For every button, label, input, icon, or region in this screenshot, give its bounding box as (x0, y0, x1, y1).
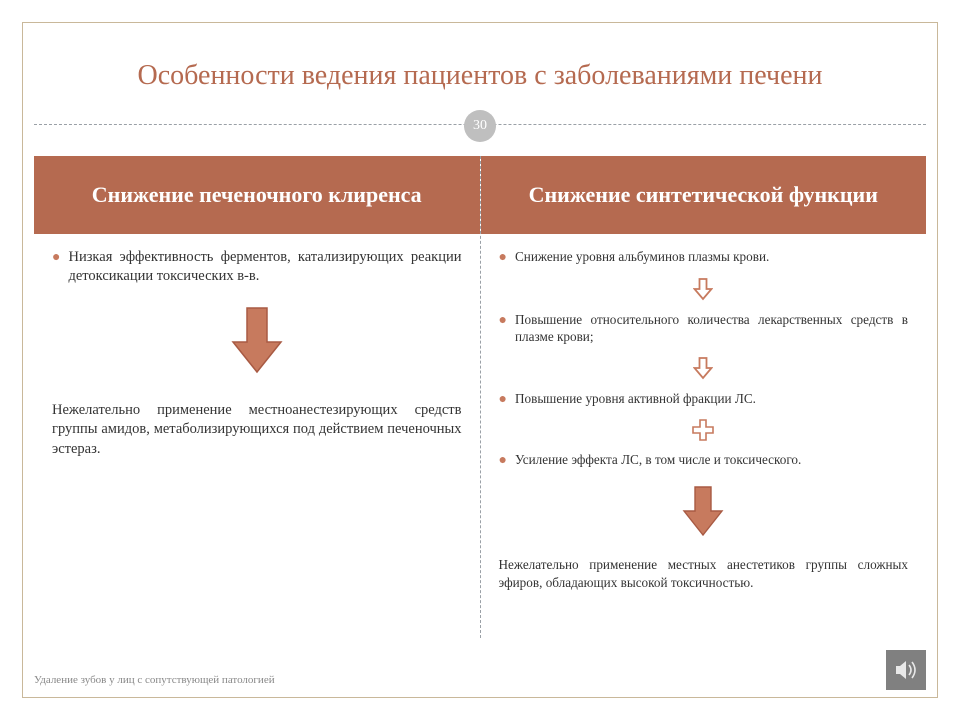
down-arrow-icon (693, 277, 713, 305)
bullet-text: Усиление эффекта ЛС, в том числе и токси… (515, 451, 908, 470)
bullet-icon: ● (499, 452, 507, 470)
column-right-body: ● Снижение уровня альбуминов плазмы кров… (481, 234, 927, 638)
bullet-text: Низкая эффективность ферментов, катализи… (68, 248, 461, 286)
list-item: ● Снижение уровня альбуминов плазмы кров… (499, 248, 909, 267)
bullet-text: Повышение уровня активной фракции ЛС. (515, 390, 908, 409)
bullet-icon: ● (499, 249, 507, 267)
list-item: ● Повышение уровня активной фракции ЛС. (499, 390, 909, 409)
column-left-conclusion: Нежелательно применение местноанестезиру… (52, 401, 462, 460)
bullet-icon: ● (499, 391, 507, 409)
column-right-header: Снижение синтетической функции (481, 156, 927, 234)
slide-number-badge: 30 (464, 110, 496, 142)
down-arrow-icon (679, 484, 727, 542)
list-item: ● Повышение относительного количества ле… (499, 311, 909, 345)
down-arrow-icon (227, 304, 287, 381)
slide-number: 30 (473, 118, 487, 134)
list-item: ● Усиление эффекта ЛС, в том числе и ток… (499, 451, 909, 470)
list-item: ● Низкая эффективность ферментов, катали… (52, 248, 462, 286)
bullet-text: Повышение относительного количества лека… (515, 311, 908, 345)
down-arrow-icon (693, 356, 713, 384)
column-right-conclusion: Нежелательно применение местных анестети… (499, 556, 909, 592)
slide-title: Особенности ведения пациентов с заболева… (0, 60, 960, 92)
columns-container: Снижение печеночного клиренса ● Низкая э… (34, 156, 926, 638)
column-left: Снижение печеночного клиренса ● Низкая э… (34, 156, 480, 638)
bullet-icon: ● (499, 312, 507, 345)
column-right: Снижение синтетической функции ● Снижени… (480, 156, 927, 638)
audio-icon[interactable] (886, 650, 926, 690)
plus-icon (692, 419, 714, 445)
column-left-header: Снижение печеночного клиренса (34, 156, 480, 234)
footer-text: Удаление зубов у лиц с сопутствующей пат… (34, 674, 275, 686)
bullet-text: Снижение уровня альбуминов плазмы крови. (515, 248, 908, 267)
column-left-body: ● Низкая эффективность ферментов, катали… (34, 234, 480, 638)
bullet-icon: ● (52, 249, 60, 286)
